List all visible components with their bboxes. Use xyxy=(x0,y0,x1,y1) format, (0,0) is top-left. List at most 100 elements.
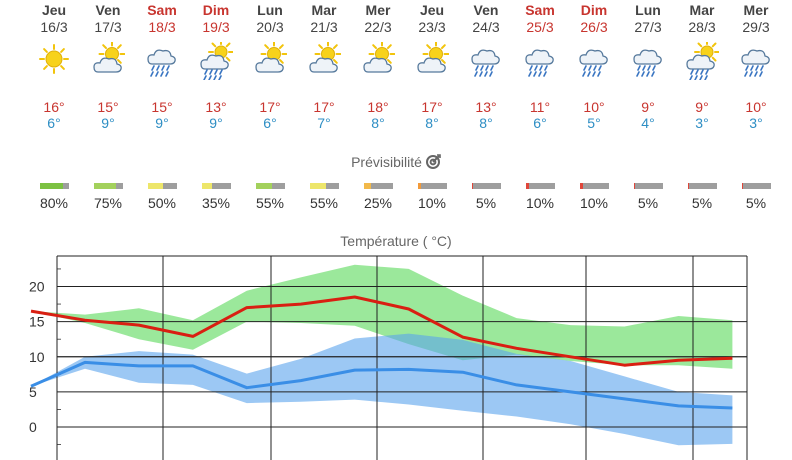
day-column[interactable]: Dim 26/3 10° 5° xyxy=(567,0,621,140)
sun-cloud-icon xyxy=(417,40,450,73)
temp-max: 11° xyxy=(529,99,551,115)
day-name: Dim xyxy=(580,2,608,18)
weather-icon xyxy=(523,42,557,78)
day-name: Dim xyxy=(202,2,230,18)
temp-min: 4° xyxy=(641,115,655,131)
day-column[interactable]: Jeu 23/3 17° 8° xyxy=(405,0,459,140)
reliability-fill xyxy=(310,183,326,189)
day-column[interactable]: Jeu 16/3 16° 6° xyxy=(27,0,81,140)
reliability-bar xyxy=(364,183,393,189)
reliability-bar xyxy=(688,183,717,189)
temp-max: 10° xyxy=(583,99,605,115)
sun-cloud-icon xyxy=(309,40,342,73)
reliability-item: 5% xyxy=(621,182,675,212)
reliability-value: 5% xyxy=(637,195,659,211)
forecast-strip: Jeu 16/3 16° 6° Ven 17/3 15° 9° Sam 18/3 15° 9° Dim 1… xyxy=(27,0,781,140)
day-column[interactable]: Lun 27/3 9° 4° xyxy=(621,0,675,140)
day-column[interactable]: Ven 24/3 13° 8° xyxy=(459,0,513,140)
cloud-rain-icon xyxy=(579,49,608,77)
temp-min: 6° xyxy=(47,115,61,131)
reliability-fill xyxy=(364,183,372,189)
reliability-item: 25% xyxy=(351,182,405,212)
reliability-value: 10% xyxy=(525,195,555,211)
min-temp-line xyxy=(30,360,733,410)
day-column[interactable]: Ven 17/3 15° 9° xyxy=(81,0,135,140)
sun-cloud-rain-icon xyxy=(686,39,720,81)
temp-max: 18° xyxy=(367,99,389,115)
reliability-fill xyxy=(40,183,64,189)
temp-max: 9° xyxy=(641,99,655,115)
reliability-fill xyxy=(256,183,272,189)
day-date: 19/3 xyxy=(202,19,230,35)
temp-max: 13° xyxy=(475,99,497,115)
reliability-item: 35% xyxy=(189,182,243,212)
day-column[interactable]: Lun 20/3 17° 6° xyxy=(243,0,297,140)
day-column[interactable]: Sam 18/3 15° 9° xyxy=(135,0,189,140)
day-date: 24/3 xyxy=(472,19,500,35)
reliability-value: 80% xyxy=(39,195,69,211)
day-name: Mar xyxy=(311,2,337,18)
reliability-value: 35% xyxy=(201,195,231,211)
reliability-value: 25% xyxy=(363,195,393,211)
reliability-bar xyxy=(94,183,123,189)
temp-min: 3° xyxy=(695,115,709,131)
weather-icon xyxy=(91,40,126,78)
weather-icon xyxy=(37,42,71,78)
reliability-fill xyxy=(634,183,636,189)
y-tick-label: 5 xyxy=(29,384,37,400)
max-temp-line xyxy=(30,295,733,367)
reliability-bar xyxy=(580,183,609,189)
sun-cloud-icon xyxy=(255,40,288,73)
day-name: Lun xyxy=(257,2,283,18)
cloud-rain-icon xyxy=(471,49,500,77)
y-tick-label: 15 xyxy=(29,314,45,330)
reliability-item: 10% xyxy=(567,182,621,212)
day-name: Mar xyxy=(689,2,715,18)
day-date: 23/3 xyxy=(418,19,446,35)
reliability-value: 5% xyxy=(475,195,497,211)
reliability-item: 5% xyxy=(459,182,513,212)
sun-cloud-icon xyxy=(363,40,396,73)
day-date: 26/3 xyxy=(580,19,608,35)
day-column[interactable]: Mer 29/3 10° 3° xyxy=(729,0,783,140)
day-name: Sam xyxy=(147,2,177,18)
day-column[interactable]: Sam 25/3 11° 6° xyxy=(513,0,567,140)
reliability-fill xyxy=(472,183,474,189)
reliability-item: 10% xyxy=(513,182,567,212)
temp-max: 16° xyxy=(43,99,65,115)
temp-min: 5° xyxy=(587,115,601,131)
reliability-item: 75% xyxy=(81,182,135,212)
day-date: 27/3 xyxy=(634,19,662,35)
temp-min: 6° xyxy=(263,115,277,131)
weather-icon xyxy=(631,42,665,78)
weather-icon xyxy=(739,42,773,78)
day-column[interactable]: Mar 28/3 9° 3° xyxy=(675,0,729,140)
temp-max: 15° xyxy=(97,99,119,115)
temp-min: 7° xyxy=(317,115,331,131)
temp-min: 8° xyxy=(425,115,439,131)
reliability-value: 55% xyxy=(255,195,285,211)
day-name: Jeu xyxy=(419,2,445,18)
y-tick-label: 10 xyxy=(29,349,45,365)
temp-min: 8° xyxy=(479,115,493,131)
reliability-bar xyxy=(310,183,339,189)
day-column[interactable]: Dim 19/3 13° 9° xyxy=(189,0,243,140)
reliability-bar xyxy=(472,183,501,189)
cloud-rain-icon xyxy=(741,49,770,77)
temp-max: 13° xyxy=(205,99,227,115)
reliability-value: 5% xyxy=(745,195,767,211)
temperature-chart: 0 5 10 15 20 xyxy=(29,255,748,460)
reliability-fill xyxy=(418,183,421,189)
cloud-rain-icon xyxy=(525,49,554,77)
min-range-band xyxy=(31,333,733,446)
day-column[interactable]: Mer 22/3 18° 8° xyxy=(351,0,405,140)
day-date: 20/3 xyxy=(256,19,284,35)
reliability-item: 80% xyxy=(27,182,81,212)
day-column[interactable]: Mar 21/3 17° 7° xyxy=(297,0,351,140)
reliability-item: 55% xyxy=(243,182,297,212)
reliability-item: 5% xyxy=(675,182,729,212)
reliability-fill xyxy=(580,183,583,189)
reliability-item: 55% xyxy=(297,182,351,212)
reliability-fill xyxy=(742,183,744,189)
weather-icon xyxy=(145,42,179,78)
